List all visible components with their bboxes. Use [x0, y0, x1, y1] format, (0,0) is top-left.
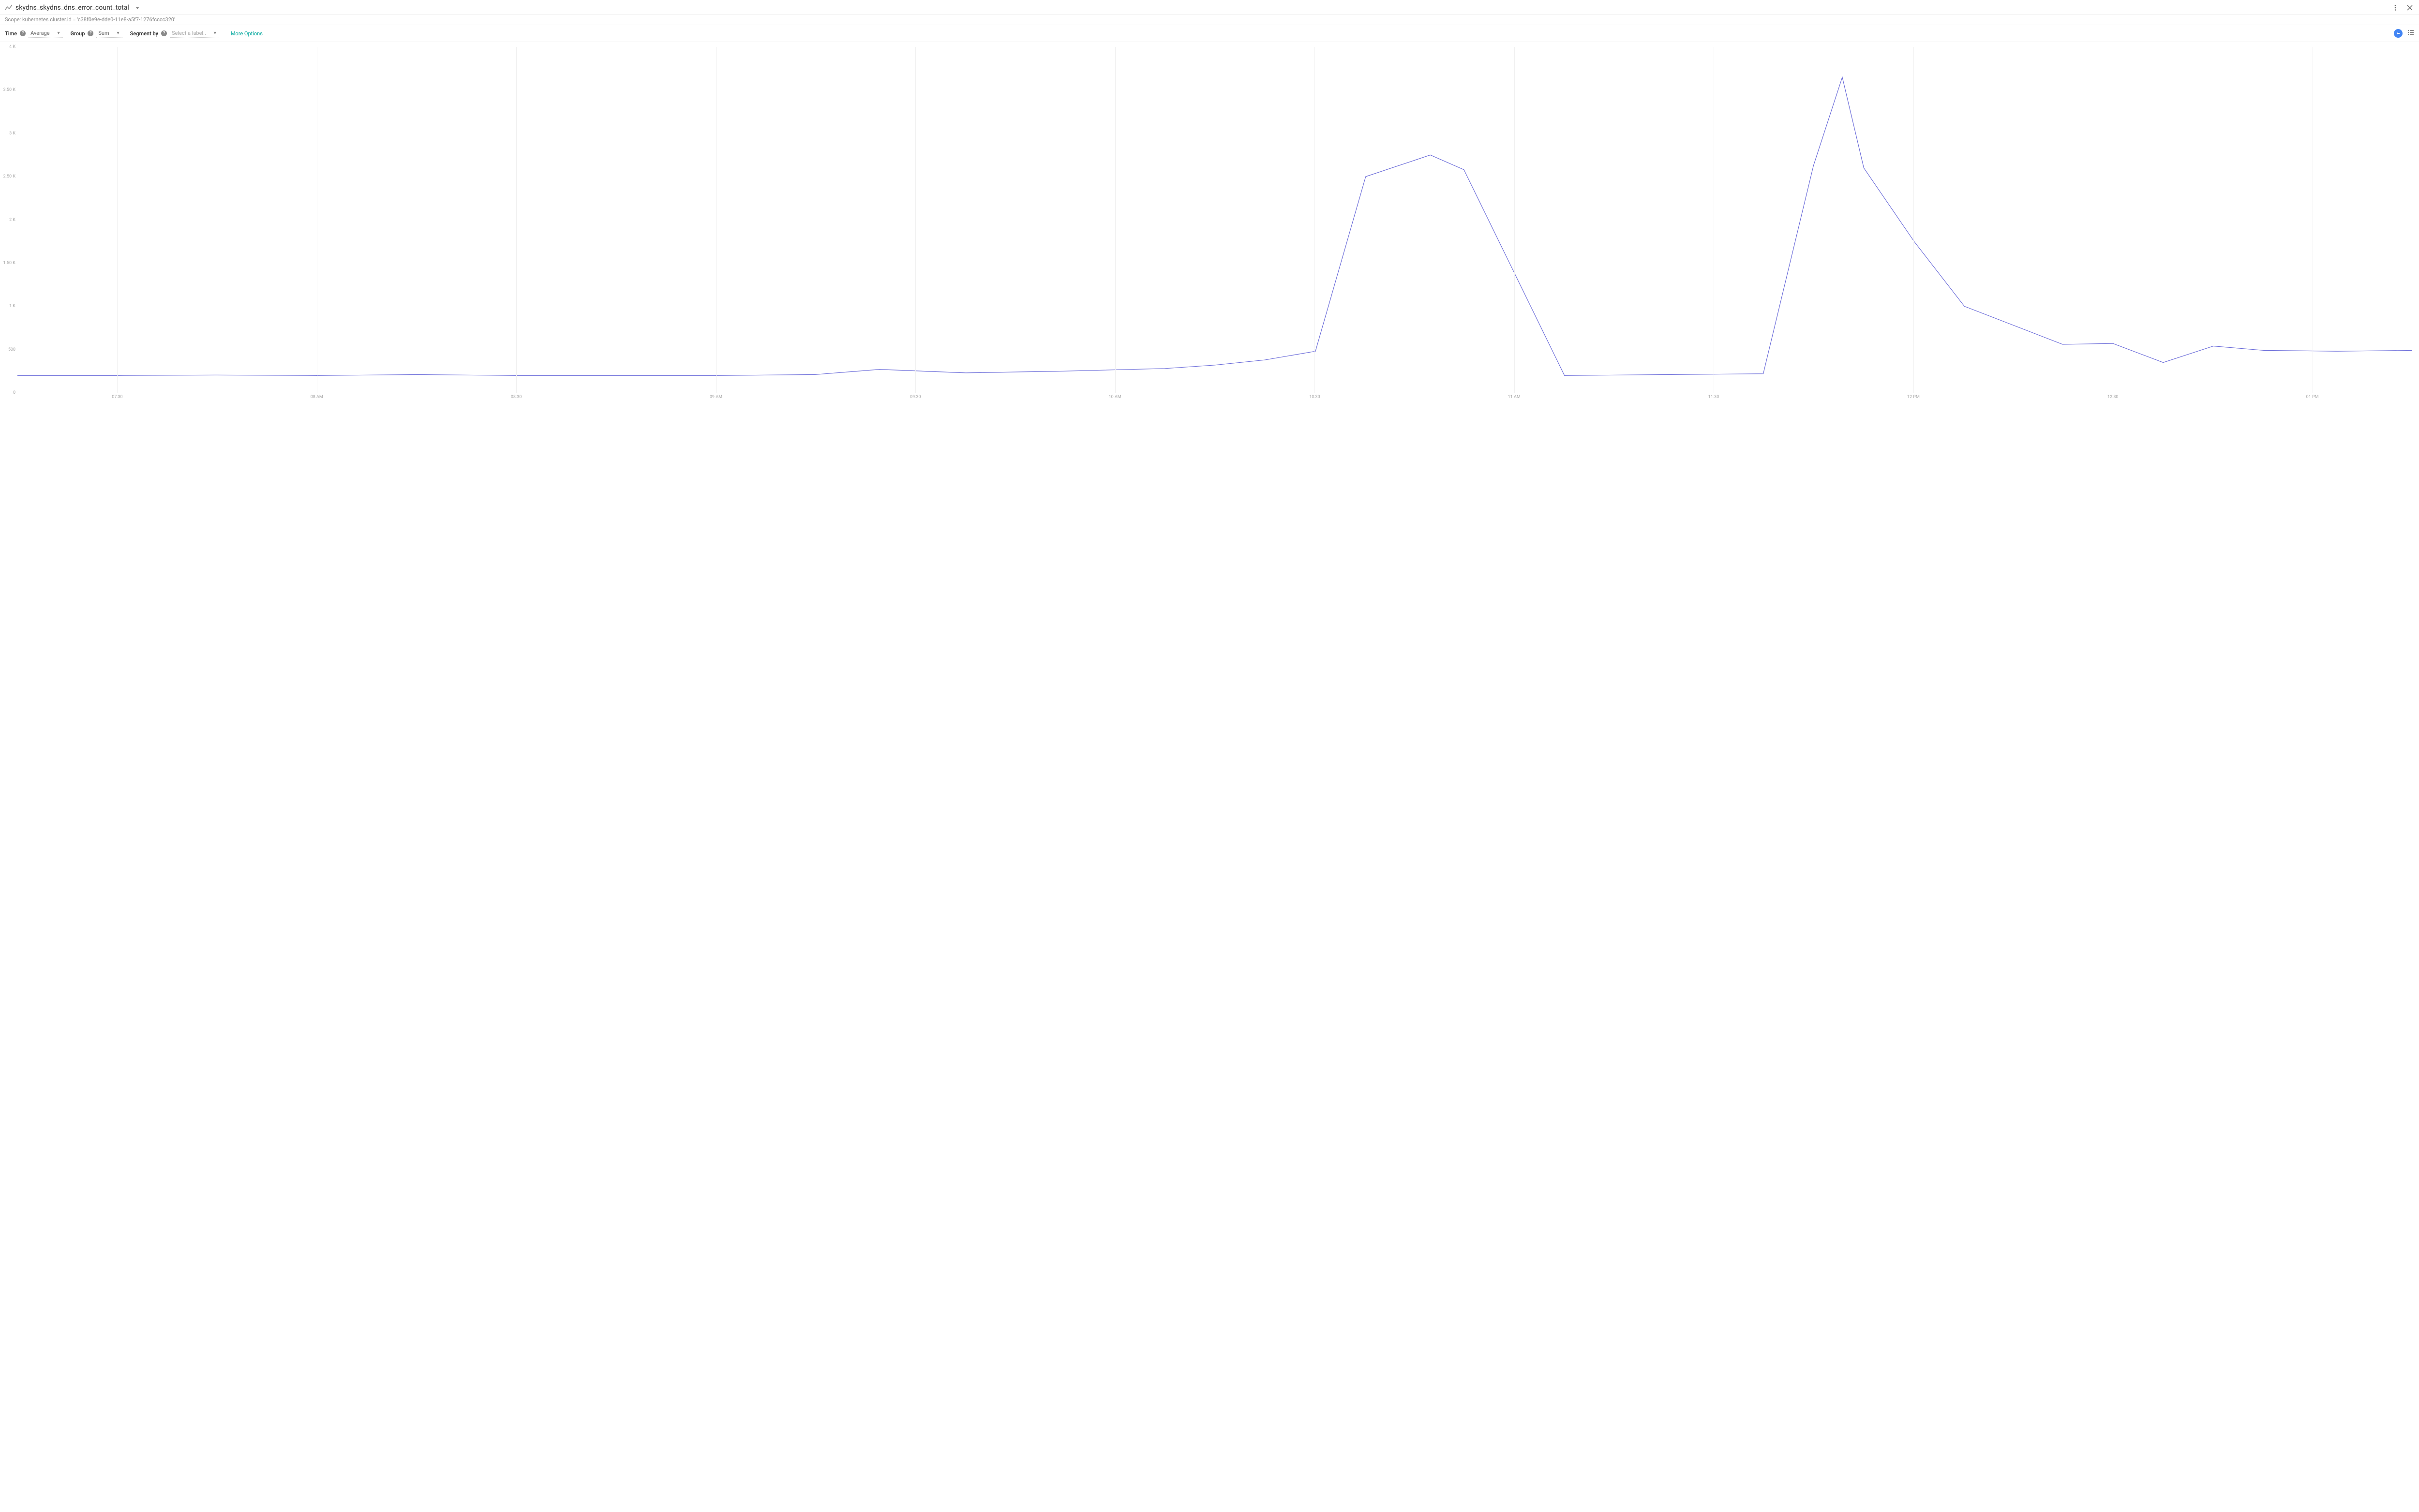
panel-header: skydns_skydns_dns_error_count_total: [0, 0, 2419, 15]
x-tick-label: 10:30: [1309, 395, 1320, 400]
segment-select[interactable]: Select a label.. ▼: [170, 29, 219, 38]
gridline: [1514, 47, 1515, 393]
header-right: [2391, 3, 2414, 12]
header-left: skydns_skydns_dns_error_count_total: [5, 3, 140, 12]
time-select[interactable]: Average ▼: [29, 29, 62, 38]
scope-row: Scope: kubernetes.cluster.id = 'c38f0e9e…: [0, 15, 2419, 25]
line-chart-svg: [17, 47, 2412, 393]
gridline: [1115, 47, 1116, 393]
gridline: [117, 47, 118, 393]
line-chart-icon: [5, 4, 13, 12]
y-axis: 0 500 1 K 1.50 K 2 K 2.50 K 3 K 3.50 K 4 K: [2, 47, 16, 399]
x-tick-label: 08 AM: [311, 395, 323, 400]
close-icon[interactable]: [2405, 3, 2414, 12]
series-line: [17, 77, 2412, 376]
avatar-badge[interactable]: [2394, 29, 2403, 38]
y-tick-label: 4 K: [1, 44, 15, 49]
toolbar-right: [2394, 29, 2414, 38]
y-tick-label: 1.50 K: [1, 261, 15, 266]
gridline: [1913, 47, 1914, 393]
gridline: [716, 47, 717, 393]
chart-area: 0 500 1 K 1.50 K 2 K 2.50 K 3 K 3.50 K 4 K 07:30…: [0, 42, 2419, 412]
y-tick-label: 1 K: [1, 304, 15, 309]
x-axis: 07:30 08 AM 08:30 09 AM 09:30 10 AM 10:30 11 AM…: [17, 395, 2412, 402]
toolbar-left: Time ? Average ▼ Group ? Sum ▼ Segment b…: [5, 29, 263, 38]
gridline: [1314, 47, 1315, 393]
time-label: Time: [5, 30, 17, 37]
y-tick-label: 3 K: [1, 131, 15, 136]
help-icon[interactable]: ?: [88, 30, 93, 36]
chevron-down-icon: ▼: [116, 30, 120, 36]
group-group: Group ? Sum ▼: [71, 29, 122, 38]
x-tick-label: 09 AM: [710, 395, 722, 400]
time-group: Time ? Average ▼: [5, 29, 63, 38]
y-tick-label: 2 K: [1, 218, 15, 222]
x-tick-label: 08:30: [511, 395, 522, 400]
chevron-down-icon: ▼: [57, 30, 61, 36]
y-tick-label: 3.50 K: [1, 88, 15, 92]
help-icon[interactable]: ?: [161, 30, 167, 36]
scope-label: Scope:: [5, 16, 21, 23]
metric-dropdown-caret[interactable]: [135, 3, 140, 12]
gridline: [516, 47, 517, 393]
group-label: Group: [71, 30, 85, 37]
metric-title: skydns_skydns_dns_error_count_total: [15, 4, 129, 12]
group-select[interactable]: Sum ▼: [96, 29, 122, 38]
segment-group: Segment by ? Select a label.. ▼: [130, 29, 219, 38]
chart-plot[interactable]: [17, 47, 2412, 393]
scope-value: kubernetes.cluster.id = 'c38f0e9e-dde0-1…: [22, 16, 175, 23]
query-toolbar: Time ? Average ▼ Group ? Sum ▼ Segment b…: [0, 25, 2419, 42]
chevron-down-icon: ▼: [213, 30, 217, 36]
y-tick-label: 2.50 K: [1, 174, 15, 179]
segment-label: Segment by: [130, 30, 159, 37]
x-tick-label: 10 AM: [1109, 395, 1121, 400]
x-tick-label: 11 AM: [1508, 395, 1521, 400]
more-menu-icon[interactable]: [2391, 3, 2400, 12]
help-icon[interactable]: ?: [20, 30, 26, 36]
x-tick-label: 09:30: [910, 395, 921, 400]
time-select-value: Average: [30, 30, 50, 36]
group-select-value: Sum: [98, 30, 109, 36]
x-tick-label: 07:30: [112, 395, 122, 400]
segment-select-placeholder: Select a label..: [172, 30, 206, 36]
x-tick-label: 12 PM: [1907, 395, 1920, 400]
more-options-link[interactable]: More Options: [231, 30, 263, 37]
x-tick-label: 12:30: [2107, 395, 2118, 400]
x-tick-label: 01 PM: [2306, 395, 2319, 400]
list-view-icon[interactable]: [2407, 29, 2414, 38]
x-tick-label: 11:30: [1708, 395, 1719, 400]
y-tick-label: 0: [1, 390, 15, 395]
y-tick-label: 500: [1, 347, 15, 352]
gridline: [915, 47, 916, 393]
